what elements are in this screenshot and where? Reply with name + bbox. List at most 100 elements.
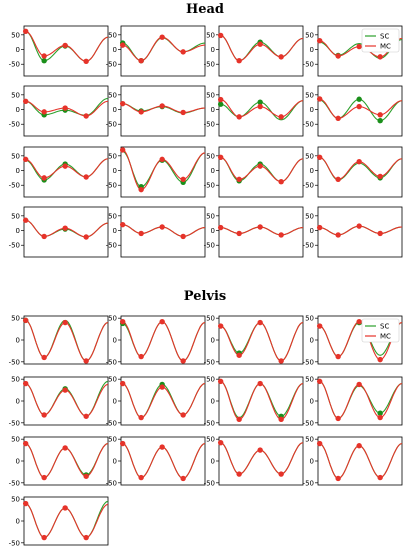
mc-point — [257, 224, 263, 230]
y-tick-label: -50 — [204, 182, 215, 190]
y-tick-label: -50 — [303, 121, 314, 129]
panel-3: 50 0 -50 — [204, 25, 304, 77]
y-tick-label: 50 — [206, 152, 215, 160]
mc-point — [335, 353, 341, 360]
legend-sc-label: SC — [380, 323, 389, 331]
mc-point — [22, 500, 29, 507]
legend-mc-label: MC — [380, 43, 391, 51]
panel-8: 50 0 -50 — [303, 376, 403, 427]
mc-point — [257, 41, 263, 47]
panel-frame — [218, 85, 304, 137]
mc-point — [41, 233, 47, 240]
mc-point — [41, 412, 47, 418]
y-tick-label: 50 — [108, 315, 117, 323]
panel-6: 50 0 -50 — [106, 376, 206, 427]
legend: SC MC — [361, 28, 400, 53]
y-tick-label: -50 — [106, 182, 117, 190]
panel-frame — [120, 25, 206, 77]
mc-point — [236, 230, 242, 237]
y-tick-label: 0 — [16, 518, 20, 526]
mc-point — [335, 176, 341, 183]
y-tick-label: 50 — [305, 91, 314, 99]
mc-point — [356, 318, 362, 325]
y-tick-label: -50 — [204, 61, 215, 69]
y-tick-label: 0 — [16, 106, 20, 114]
y-tick-label: 0 — [113, 46, 117, 54]
panel-4: 50 0 -50 SC MC — [303, 25, 403, 77]
mc-point — [180, 49, 186, 55]
panel-16: 50 0 -50 — [303, 206, 403, 258]
mc-point — [22, 98, 29, 104]
panel-12: 50 0 -50 — [303, 146, 403, 198]
mc-point — [180, 412, 186, 418]
mc-point — [83, 58, 89, 64]
mc-point — [316, 378, 323, 385]
y-tick-label: 0 — [310, 337, 314, 345]
y-tick-label: 0 — [16, 337, 20, 345]
y-tick-label: 0 — [310, 398, 314, 406]
y-tick-label: 0 — [310, 227, 314, 235]
mc-point — [236, 416, 242, 423]
mc-point — [257, 319, 263, 326]
mc-point — [62, 387, 68, 393]
mc-point — [356, 159, 362, 165]
mc-point — [217, 32, 224, 39]
mc-point — [236, 58, 242, 64]
y-tick-label: 0 — [16, 458, 20, 466]
y-tick-label: 0 — [113, 106, 117, 114]
y-tick-label: 50 — [11, 496, 20, 504]
mc-point — [356, 223, 362, 229]
mc-point — [41, 53, 47, 59]
y-tick-label: -50 — [204, 242, 215, 250]
panel-11: 50 0 -50 — [204, 436, 304, 487]
panel-15: 50 0 -50 — [204, 206, 304, 258]
panel-frame — [120, 436, 206, 486]
y-tick-label: 50 — [206, 91, 215, 99]
mc-point — [236, 352, 242, 358]
y-tick-label: 0 — [16, 227, 20, 235]
mc-point — [217, 154, 224, 160]
mc-point — [159, 156, 165, 163]
y-tick-label: -50 — [106, 419, 117, 427]
mc-point — [335, 415, 341, 422]
sc-point — [356, 96, 362, 102]
y-tick-label: 50 — [11, 152, 20, 160]
y-tick-label: 50 — [11, 91, 20, 99]
mc-point — [217, 224, 224, 231]
y-tick-label: 50 — [108, 376, 117, 384]
y-tick-label: 50 — [108, 31, 117, 39]
mc-point — [119, 147, 126, 153]
panel-1: 50 0 -50 — [9, 25, 109, 77]
mc-point — [83, 174, 89, 180]
y-tick-label: 50 — [108, 91, 117, 99]
panel-frame — [23, 376, 109, 426]
panel-frame — [218, 436, 304, 486]
sc-point — [217, 101, 224, 107]
y-tick-label: 50 — [305, 152, 314, 160]
mc-point — [41, 474, 47, 481]
mc-point — [278, 471, 284, 477]
panel-frame — [23, 25, 109, 77]
y-tick-label: 0 — [113, 398, 117, 406]
panel-13: 50 0 -50 — [9, 206, 109, 258]
panel-7: 50 0 -50 — [204, 85, 304, 137]
panel-4: 50 0 -50 SC MC — [303, 315, 403, 366]
y-tick-label: 50 — [108, 152, 117, 160]
panel-frame — [23, 436, 109, 486]
mc-point — [22, 440, 29, 447]
mc-point — [377, 474, 383, 481]
y-tick-label: 50 — [305, 436, 314, 444]
mc-point — [180, 475, 186, 482]
mc-point — [316, 224, 323, 231]
y-tick-label: 0 — [16, 398, 20, 406]
y-tick-label: -50 — [9, 479, 20, 487]
panel-3: 50 0 -50 — [204, 315, 304, 366]
mc-point — [62, 445, 68, 451]
legend: SC MC — [361, 318, 400, 343]
mc-point — [316, 38, 323, 44]
mc-point — [335, 53, 341, 59]
legend-mc-label: MC — [380, 333, 391, 341]
mc-point — [41, 175, 47, 181]
panel-1: 50 0 -50 — [9, 315, 109, 366]
mc-point — [83, 534, 89, 541]
